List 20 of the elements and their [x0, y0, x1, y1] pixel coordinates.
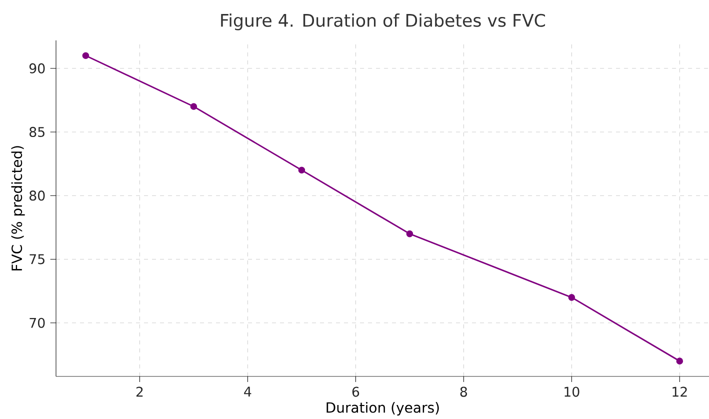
y-tick-label: 80 [30, 190, 45, 201]
x-tick-label: 10 [564, 386, 580, 397]
point [190, 103, 198, 110]
y-tick-label: 75 [30, 254, 44, 264]
y-tick-label: 85 [30, 126, 44, 138]
x-axis-title: Duration (years) [326, 402, 439, 416]
x-tick-label: 8 [460, 386, 467, 397]
x-tick-label: 2 [136, 386, 143, 397]
point [676, 358, 684, 364]
x-tick-label: 4 [244, 386, 252, 396]
y-axis-title: FVC (% predicted) [11, 146, 25, 270]
x-tick-label: 6 [352, 386, 360, 397]
chart-title: Figure 4. Duration of Diabetes vs FVC [221, 14, 545, 30]
point [82, 52, 90, 60]
point [568, 294, 576, 301]
x-tick-label: 12 [672, 386, 687, 397]
y-tick-label: 90 [29, 63, 45, 74]
y-tick-label: 70 [30, 318, 45, 328]
point [298, 166, 306, 174]
point [406, 230, 414, 238]
